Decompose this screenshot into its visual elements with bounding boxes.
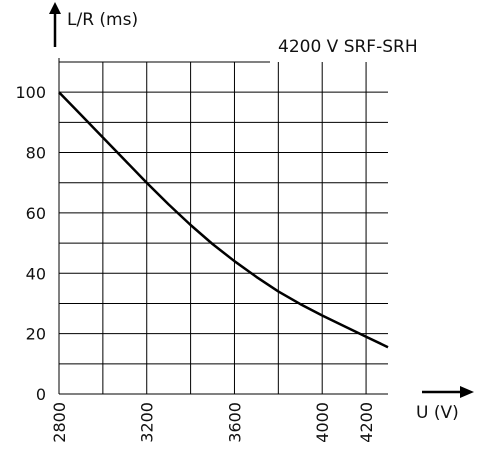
x-tick-label: 3200: [138, 402, 157, 443]
chart-title: 4200 V SRF-SRH: [278, 37, 418, 57]
y-tick-label: 0: [36, 385, 46, 404]
grid: [59, 62, 388, 394]
y-axis-label: L/R (ms): [67, 10, 138, 30]
x-arrow-head: [460, 386, 474, 398]
x-tick-label: 4200: [357, 402, 376, 443]
y-tick-label: 20: [26, 325, 46, 344]
x-axis-label: U (V): [416, 403, 459, 423]
x-tick-label: 4000: [313, 402, 332, 443]
y-tick-label: 40: [26, 264, 46, 283]
x-tick-label: 2800: [50, 402, 69, 443]
y-tick-label: 60: [26, 204, 46, 223]
x-tick-label: 3600: [225, 402, 244, 443]
y-tick-label: 100: [15, 83, 46, 102]
series: [58, 91, 389, 349]
y-tick-label: 80: [26, 144, 46, 163]
series-line: [58, 91, 389, 349]
axes: [49, 2, 474, 398]
y-arrow-head: [49, 2, 61, 14]
tick-labels: 0 20 40 60 80 100 2800 3200 3600 4000 4200: [15, 83, 376, 443]
